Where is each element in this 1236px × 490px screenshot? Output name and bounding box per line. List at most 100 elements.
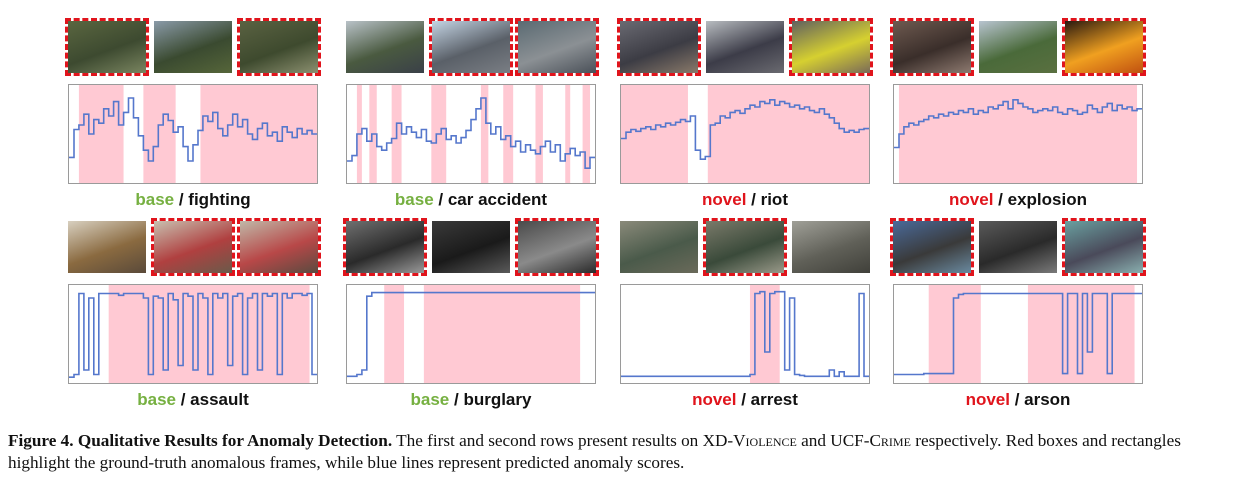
anomalous-frame-thumbnail	[703, 218, 787, 276]
ground-truth-region	[621, 85, 688, 183]
normal-frame-thumbnail	[979, 21, 1057, 73]
panel-label: base / fighting	[68, 190, 318, 210]
anomalous-frame-thumbnail	[1062, 18, 1146, 76]
anomalous-frame-thumbnail	[1062, 218, 1146, 276]
split-label: novel	[702, 190, 747, 209]
label-separator: /	[175, 390, 191, 409]
panel-label: novel / arrest	[620, 390, 870, 410]
frame-thumbnails	[890, 18, 1146, 76]
label-separator: /	[746, 190, 761, 209]
anomaly-score-plot	[346, 284, 596, 384]
figure-label: Figure 4.	[8, 431, 74, 450]
ground-truth-region	[707, 85, 869, 183]
anomaly-score-plot	[893, 284, 1143, 384]
ground-truth-region	[480, 85, 489, 183]
anomaly-score-plot	[68, 84, 318, 184]
category-label: explosion	[1007, 190, 1087, 209]
category-label: arson	[1024, 390, 1071, 409]
normal-frame-thumbnail	[979, 221, 1057, 273]
anomaly-score-line	[894, 292, 1142, 376]
anomalous-frame-thumbnail	[515, 18, 599, 76]
anomaly-score-line	[894, 99, 1142, 149]
anomalous-frame-thumbnail	[237, 218, 321, 276]
caption-text-a: The first and second rows present result…	[392, 431, 703, 450]
ground-truth-region	[384, 285, 405, 383]
normal-frame-thumbnail	[792, 221, 870, 273]
ground-truth-region	[143, 85, 176, 183]
figure-title: Qualitative Results for Anomaly Detectio…	[77, 431, 393, 450]
category-label: assault	[190, 390, 249, 409]
split-label: novel	[965, 390, 1010, 409]
split-label: base	[137, 390, 176, 409]
dataset-xd-violence: XD-Violence	[702, 431, 797, 450]
anomaly-score-plot	[620, 284, 870, 384]
panel-label: novel / explosion	[893, 190, 1143, 210]
frame-thumbnails	[620, 218, 870, 276]
figure-caption: Figure 4. Qualitative Results for Anomal…	[8, 430, 1230, 474]
anomalous-frame-thumbnail	[343, 218, 427, 276]
split-label: base	[394, 190, 434, 209]
ground-truth-region	[928, 285, 981, 383]
ground-truth-region	[108, 285, 310, 383]
ground-truth-region	[423, 285, 581, 383]
normal-frame-thumbnail	[706, 21, 784, 73]
dataset-ucf-crime: UCF-Crime	[830, 431, 911, 450]
anomaly-score-line	[347, 291, 595, 378]
ground-truth-region	[200, 85, 317, 183]
anomalous-frame-thumbnail	[65, 18, 149, 76]
split-label: novel	[692, 390, 737, 409]
anomaly-score-line	[347, 97, 595, 169]
frame-thumbnails	[343, 218, 599, 276]
frame-thumbnails	[65, 18, 321, 76]
label-separator: /	[993, 190, 1008, 209]
normal-frame-thumbnail	[68, 221, 146, 273]
anomalous-frame-thumbnail	[429, 18, 513, 76]
normal-frame-thumbnail	[620, 221, 698, 273]
anomalous-frame-thumbnail	[890, 18, 974, 76]
split-label: base	[135, 190, 175, 209]
anomalous-frame-thumbnail	[890, 218, 974, 276]
anomalous-frame-thumbnail	[789, 18, 873, 76]
anomaly-score-plot	[68, 284, 318, 384]
frame-thumbnails	[346, 18, 599, 76]
anomaly-score-plot	[620, 84, 870, 184]
label-separator: /	[736, 390, 751, 409]
label-separator: /	[433, 190, 448, 209]
ground-truth-region	[582, 85, 591, 183]
label-separator: /	[1009, 390, 1025, 409]
panel-label: base / burglary	[346, 390, 596, 410]
ground-truth-region	[565, 85, 571, 183]
anomalous-frame-thumbnail	[237, 18, 321, 76]
label-separator: /	[449, 390, 464, 409]
anomaly-score-plot	[893, 84, 1143, 184]
anomalous-frame-thumbnail	[151, 218, 235, 276]
category-label: arrest	[750, 390, 798, 409]
normal-frame-thumbnail	[154, 21, 232, 73]
anomaly-score-line	[621, 290, 869, 378]
category-label: riot	[760, 190, 788, 209]
frame-thumbnails	[890, 218, 1146, 276]
ground-truth-region	[78, 85, 124, 183]
frame-thumbnails	[617, 18, 873, 76]
panel-label: novel / riot	[620, 190, 870, 210]
caption-text-c: respectively. Red boxes and rectangles h…	[8, 431, 1181, 472]
panel-label: novel / arson	[893, 390, 1143, 410]
caption-text-b: and	[796, 431, 831, 450]
split-label: base	[410, 390, 450, 409]
anomalous-frame-thumbnail	[617, 18, 701, 76]
panel-label: base / car accident	[346, 190, 596, 210]
category-label: fighting	[188, 190, 251, 209]
panel-label: base / assault	[68, 390, 318, 410]
category-label: car accident	[447, 190, 548, 209]
ground-truth-region	[503, 85, 514, 183]
frame-thumbnails	[68, 218, 321, 276]
split-label: novel	[949, 190, 994, 209]
anomaly-score-plot	[346, 84, 596, 184]
anomaly-score-line	[69, 97, 317, 162]
category-label: burglary	[463, 390, 532, 409]
normal-frame-thumbnail	[432, 221, 510, 273]
normal-frame-thumbnail	[346, 21, 424, 73]
label-separator: /	[174, 190, 189, 209]
anomaly-score-line	[621, 99, 869, 160]
anomaly-score-line	[69, 292, 317, 378]
